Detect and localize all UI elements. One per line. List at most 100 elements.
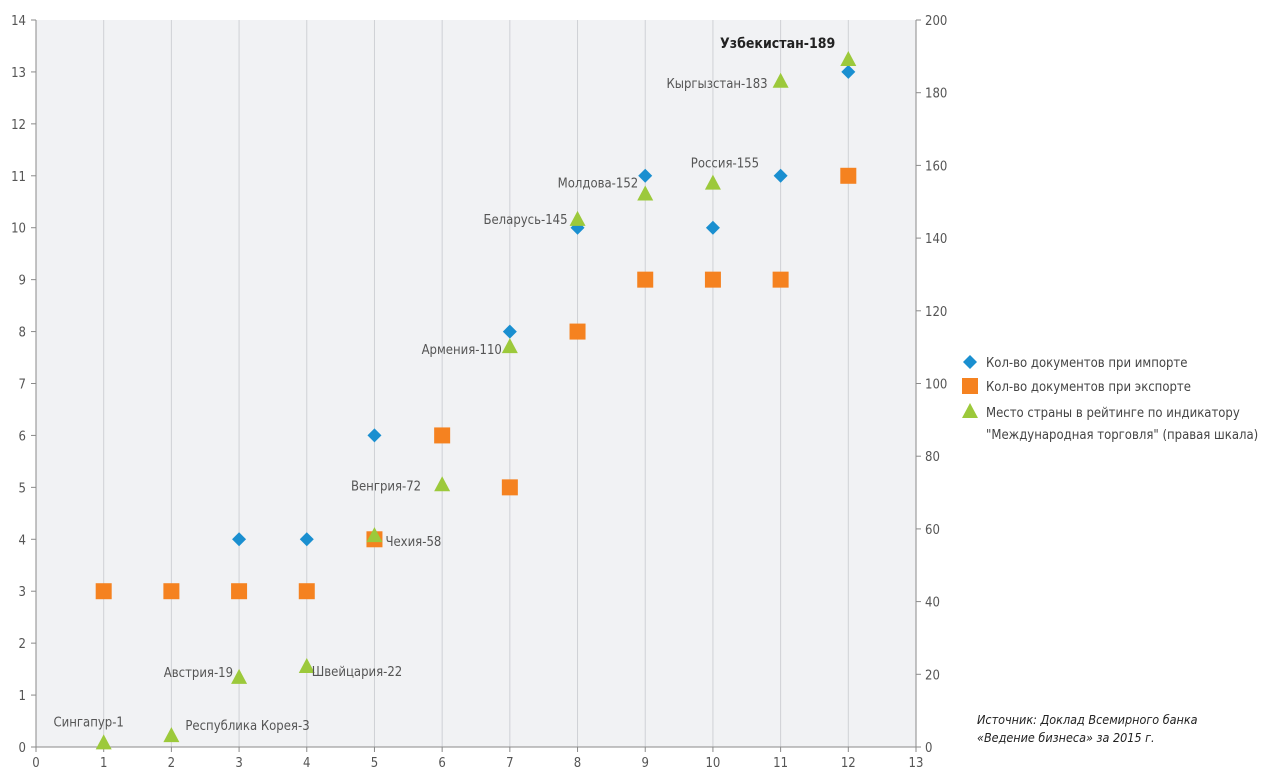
point-label-8: Беларусь-145 bbox=[483, 213, 567, 228]
source-line-2: «Ведение бизнеса» за 2015 г. bbox=[977, 730, 1155, 745]
y-right-tick-label-160: 160 bbox=[925, 159, 947, 174]
triangle-point-7 bbox=[501, 338, 518, 354]
y-left-tick-label-3: 3 bbox=[19, 585, 26, 600]
diamond-point-8 bbox=[773, 168, 788, 183]
diamond-point-6 bbox=[638, 168, 653, 183]
y-left-tick-label-4: 4 bbox=[19, 533, 26, 548]
diamond-point-1 bbox=[232, 532, 247, 547]
legend-item-1: Кол-во документов при импорте bbox=[986, 356, 1187, 371]
y-left-tick-label-14: 14 bbox=[11, 14, 26, 29]
point-labels: Сингапур-1 Республика Корея-3 Австрия-19 Шв… bbox=[53, 36, 835, 734]
point-label-2: Республика Корея-3 bbox=[185, 719, 309, 734]
x-tick-label-10: 10 bbox=[705, 756, 720, 771]
y-left-tick-label-11: 11 bbox=[11, 170, 26, 185]
plot-background bbox=[36, 20, 916, 747]
triangle-point-2 bbox=[163, 727, 180, 743]
x-tick-label-8: 8 bbox=[574, 756, 581, 771]
legend-item-3: Место страны в рейтинге по индикатору bbox=[986, 406, 1240, 421]
triangle-point-12 bbox=[840, 50, 857, 66]
triangle-point-9 bbox=[637, 185, 654, 201]
triangle-point-3 bbox=[231, 668, 248, 684]
x-tick-label-3: 3 bbox=[235, 756, 242, 771]
triangle-point-5 bbox=[366, 527, 383, 543]
y-right-tick-label-140: 140 bbox=[925, 232, 947, 247]
x-tick-label-6: 6 bbox=[438, 756, 445, 771]
y-left-tick-label-7: 7 bbox=[19, 378, 26, 393]
legend: Кол-во документов при импорте Кол-во доку… bbox=[962, 355, 1258, 443]
y-left-tick-label-5: 5 bbox=[19, 481, 26, 496]
x-tick-label-5: 5 bbox=[371, 756, 378, 771]
legend-triangle-icon bbox=[962, 403, 978, 418]
point-label-11: Кыргызстан-183 bbox=[666, 77, 767, 92]
y-left-tick-label-10: 10 bbox=[11, 222, 26, 237]
y-right-tick-label-40: 40 bbox=[925, 596, 940, 611]
square-point-10 bbox=[704, 271, 721, 288]
x-tick-label-7: 7 bbox=[506, 756, 513, 771]
legend-diamond-icon bbox=[963, 355, 977, 369]
source-note: Источник: Доклад Всемирного банка «Ведени… bbox=[977, 712, 1198, 745]
square-point-12 bbox=[840, 167, 857, 184]
y-left-tick-label-6: 6 bbox=[19, 429, 26, 444]
square-point-2 bbox=[163, 583, 180, 600]
point-label-3: Австрия-19 bbox=[164, 666, 233, 681]
x-tick-label-1: 1 bbox=[100, 756, 107, 771]
triangle-point-10 bbox=[704, 174, 721, 190]
y-right-tick-label-120: 120 bbox=[925, 305, 947, 320]
triangle-point-4 bbox=[298, 658, 315, 674]
diamond-point-2 bbox=[299, 532, 314, 547]
y-right-tick-label-100: 100 bbox=[925, 378, 947, 393]
y-left-tick-label-8: 8 bbox=[19, 326, 26, 341]
point-label-7: Армения-110 bbox=[422, 343, 502, 358]
triangle-point-11 bbox=[772, 72, 789, 88]
tick-labels: 0 1 2 3 4 5 6 7 8 9 10 11 12 130123456789101112131402… bbox=[11, 14, 947, 771]
diamond-point-4 bbox=[502, 324, 517, 339]
y-left-tick-label-12: 12 bbox=[11, 118, 26, 133]
y-left-tick-label-0: 0 bbox=[19, 741, 26, 756]
data-points bbox=[95, 50, 857, 750]
point-label-12: Узбекистан-189 bbox=[720, 36, 835, 52]
x-tick-label-11: 11 bbox=[773, 756, 788, 771]
square-point-11 bbox=[772, 271, 789, 288]
y-right-tick-label-200: 200 bbox=[925, 14, 947, 29]
point-label-5: Чехия-58 bbox=[385, 535, 441, 550]
square-point-7 bbox=[501, 479, 518, 496]
source-line-1: Источник: Доклад Всемирного банка bbox=[977, 712, 1198, 727]
point-label-4: Швейцария-22 bbox=[312, 665, 403, 680]
square-point-4 bbox=[298, 583, 315, 600]
y-right-tick-label-180: 180 bbox=[925, 87, 947, 102]
x-tick-label-4: 4 bbox=[303, 756, 310, 771]
y-right-tick-label-0: 0 bbox=[925, 741, 932, 756]
point-label-10: Россия-155 bbox=[691, 157, 759, 172]
square-point-6 bbox=[434, 427, 451, 444]
triangle-point-8 bbox=[569, 210, 586, 226]
triangle-point-6 bbox=[434, 476, 451, 492]
y-right-tick-label-80: 80 bbox=[925, 450, 940, 465]
y-right-tick-label-60: 60 bbox=[925, 523, 940, 538]
diamond-point-7 bbox=[705, 220, 720, 235]
y-left-tick-label-2: 2 bbox=[19, 637, 26, 652]
grid-lines bbox=[103, 20, 849, 747]
x-tick-label-2: 2 bbox=[168, 756, 175, 771]
legend-square-icon bbox=[962, 378, 978, 394]
y-left-tick-label-9: 9 bbox=[19, 274, 26, 289]
square-point-3 bbox=[231, 583, 248, 600]
square-point-1 bbox=[95, 583, 112, 600]
x-tick-label-9: 9 bbox=[642, 756, 649, 771]
legend-item-3-line2: "Международная торговля" (правая шкала) bbox=[986, 428, 1258, 443]
diamond-point-3 bbox=[367, 428, 382, 443]
triangle-point-1 bbox=[95, 734, 112, 750]
y-left-tick-label-1: 1 bbox=[19, 689, 26, 704]
square-point-9 bbox=[637, 271, 654, 288]
point-label-6: Венгрия-72 bbox=[351, 479, 421, 494]
legend-item-2: Кол-во документов при экспорте bbox=[986, 380, 1191, 395]
diamond-point-9 bbox=[841, 64, 856, 79]
x-tick-label-13: 13 bbox=[909, 756, 924, 771]
point-label-1: Сингапур-1 bbox=[53, 715, 123, 730]
y-right-tick-label-20: 20 bbox=[925, 668, 940, 683]
x-tick-label-0: 0 bbox=[32, 756, 39, 771]
point-label-9: Молдова-152 bbox=[558, 176, 639, 191]
square-point-8 bbox=[569, 323, 586, 340]
x-tick-label-12: 12 bbox=[841, 756, 856, 771]
y-left-tick-label-13: 13 bbox=[11, 66, 26, 81]
